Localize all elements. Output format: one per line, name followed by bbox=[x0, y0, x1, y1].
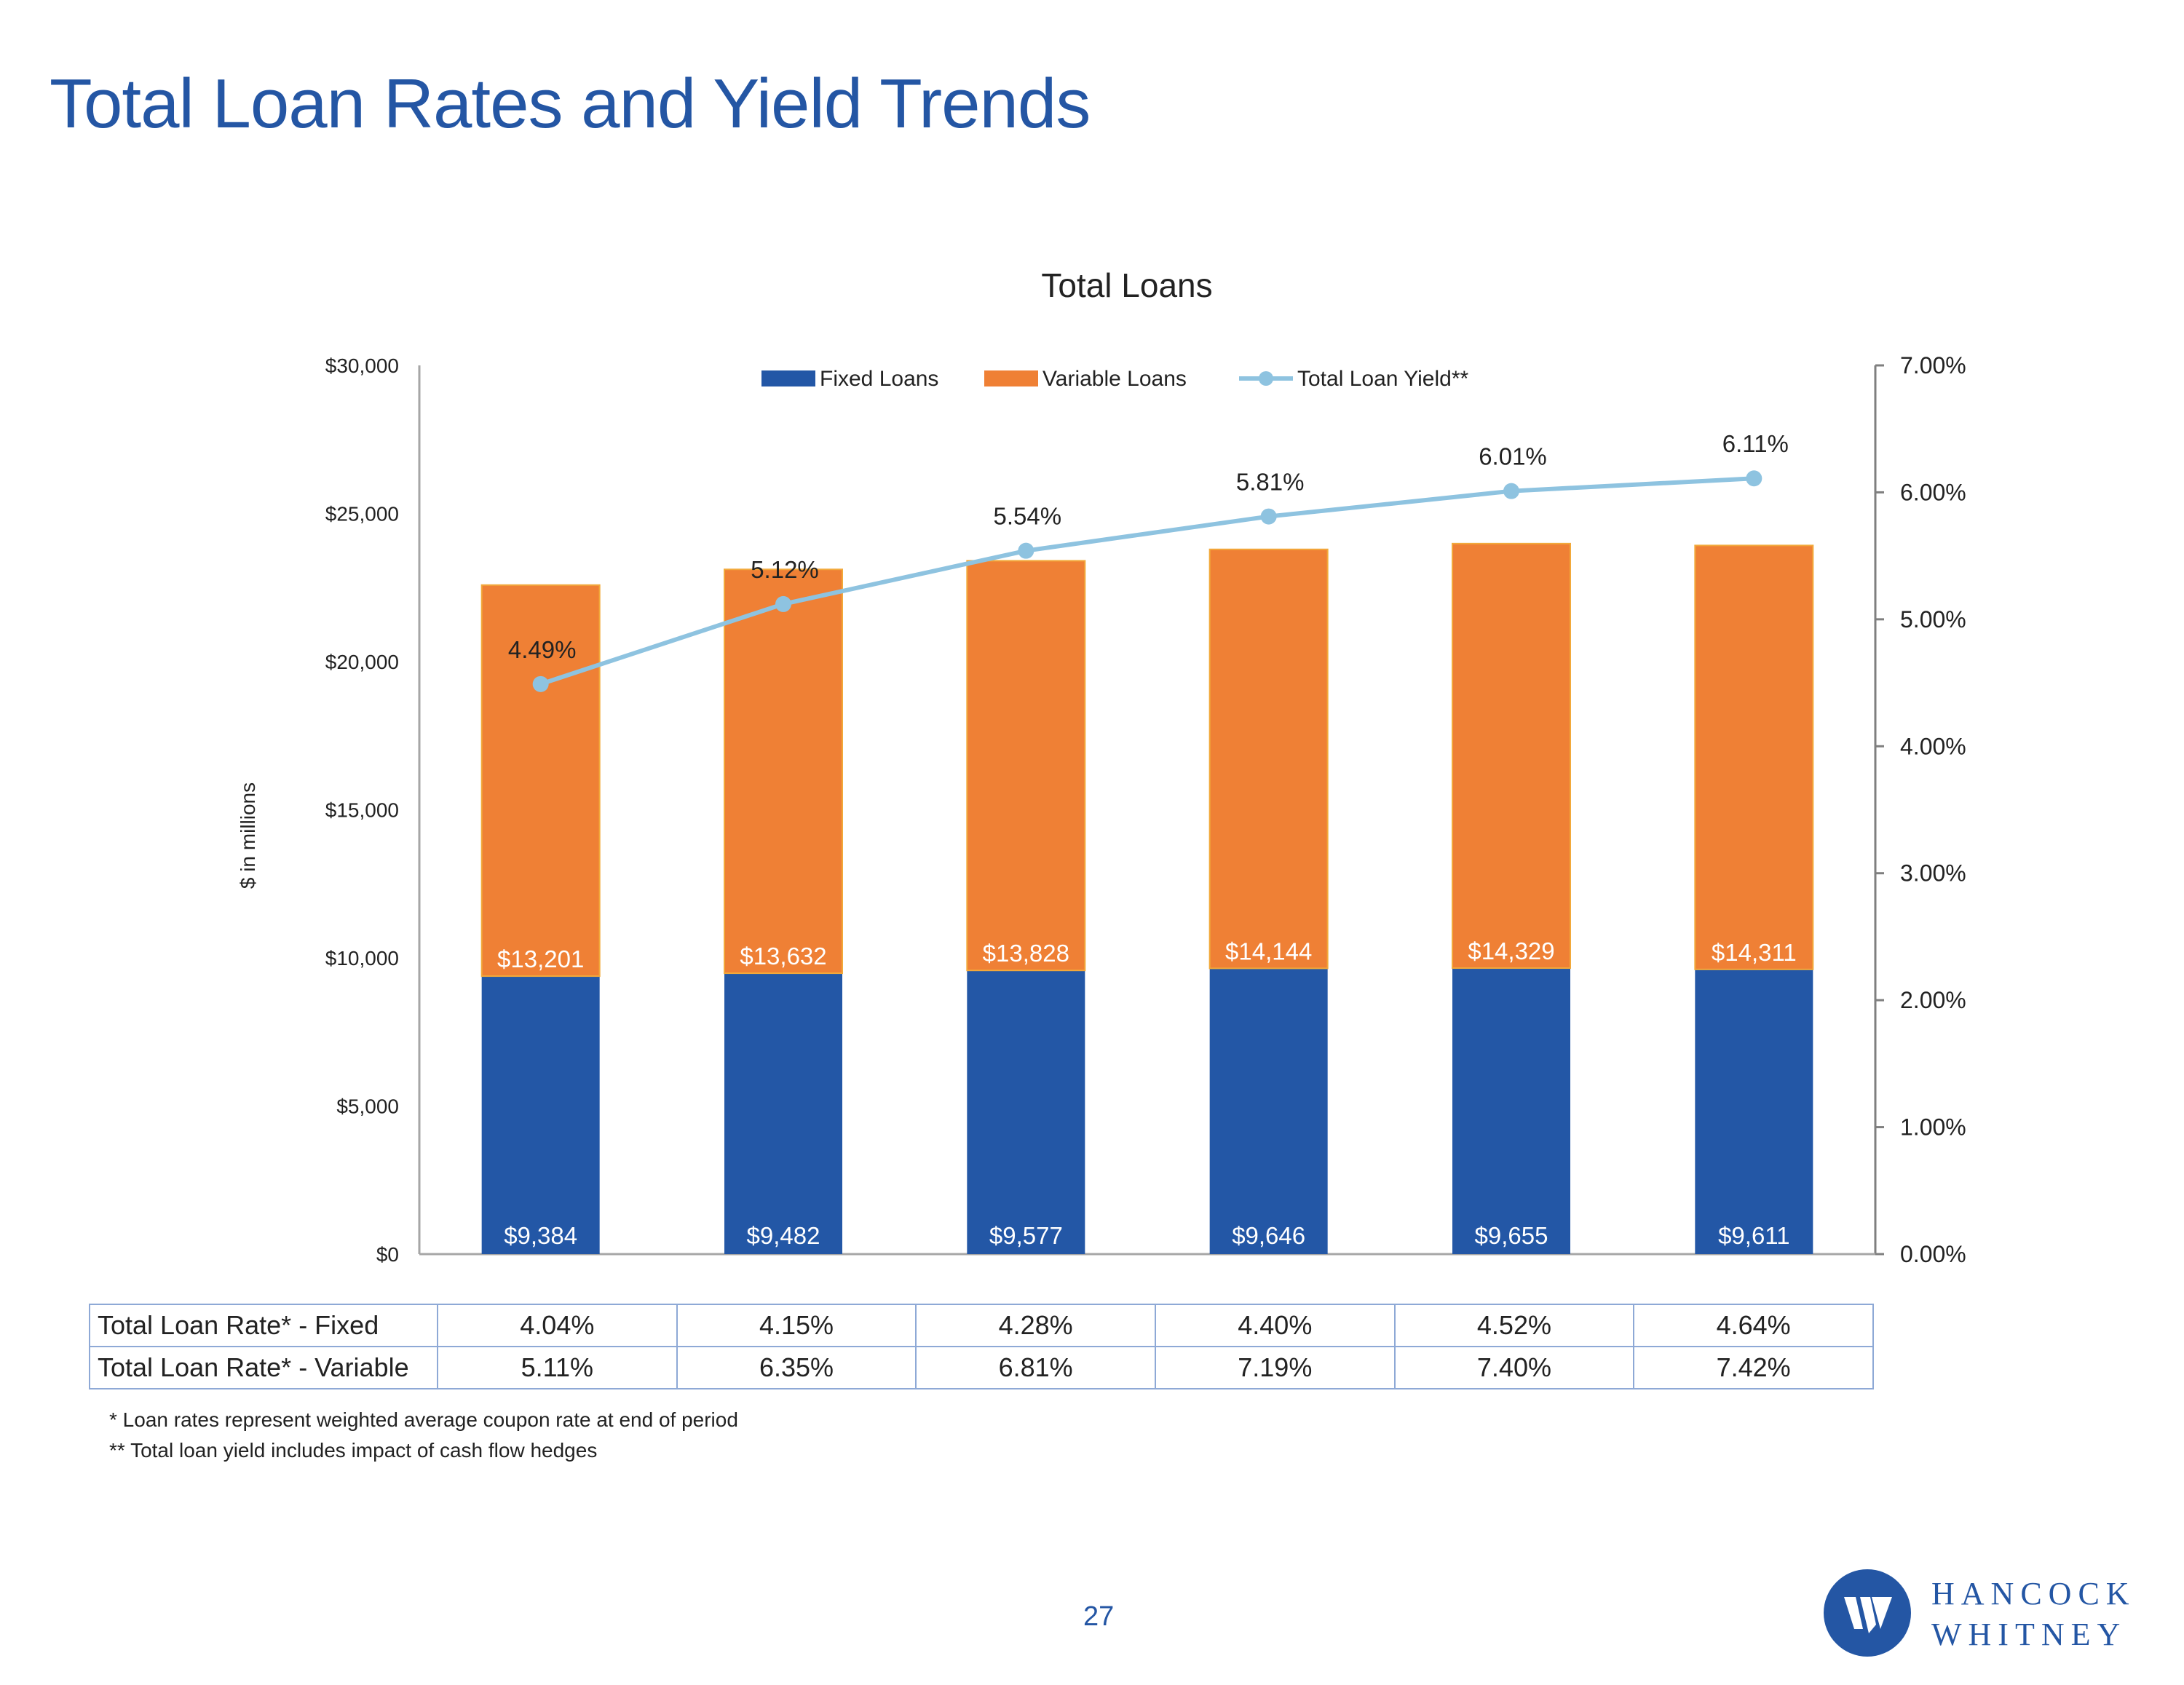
point-total-loan-yield bbox=[1018, 542, 1034, 559]
table-row: Total Loan Rate* - Variable 5.11% 6.35% … bbox=[89, 1346, 1874, 1389]
x-tick-label: 1Q23 bbox=[1001, 1278, 1051, 1281]
hancock-whitney-emblem-icon bbox=[1824, 1569, 1911, 1657]
x-tick-label: 4Q22 bbox=[759, 1278, 809, 1281]
data-label-fixed: $9,482 bbox=[747, 1222, 820, 1249]
data-label-fixed: $9,577 bbox=[989, 1222, 1063, 1249]
row-label-variable: Total Loan Rate* - Variable bbox=[89, 1346, 438, 1389]
bar-fixed-loans bbox=[1452, 968, 1570, 1254]
data-label-fixed: $9,611 bbox=[1718, 1222, 1789, 1249]
y-axis-label: $ in millions bbox=[237, 782, 259, 889]
y2-tick-label: 6.00% bbox=[1900, 479, 1966, 505]
footnote-loan-yield: ** Total loan yield includes impact of c… bbox=[109, 1439, 598, 1462]
data-label-yield: 5.54% bbox=[994, 503, 1062, 530]
legend-label-yield: Total Loan Yield** bbox=[1297, 367, 1469, 391]
legend-label-fixed: Fixed Loans bbox=[820, 367, 938, 391]
data-label-fixed: $9,384 bbox=[504, 1222, 577, 1249]
table-cell: 7.40% bbox=[1393, 1346, 1635, 1389]
data-label-variable: $14,311 bbox=[1712, 939, 1797, 966]
page-number: 27 bbox=[1083, 1601, 1115, 1632]
table-cell: 6.35% bbox=[676, 1346, 917, 1389]
point-total-loan-yield bbox=[1503, 483, 1519, 499]
y2-tick-label: 2.00% bbox=[1900, 987, 1966, 1013]
bar-fixed-loans bbox=[967, 970, 1085, 1254]
total-loans-chart: Total Loans $0 $5,000 $10,000 $15,000 $20,000… bbox=[237, 266, 1966, 1281]
table-cell: 5.11% bbox=[437, 1346, 678, 1389]
y-tick-label: $30,000 bbox=[325, 354, 399, 377]
logo-line-2: WHITNEY bbox=[1931, 1617, 2127, 1652]
point-total-loan-yield bbox=[1746, 470, 1762, 487]
bar-variable-loans bbox=[1452, 542, 1571, 970]
data-label-yield: 6.01% bbox=[1479, 443, 1547, 470]
bar-fixed-loans bbox=[1209, 968, 1328, 1254]
page-title: Total Loan Rates and Yield Trends bbox=[50, 65, 1091, 143]
y-tick-label: $10,000 bbox=[325, 947, 399, 970]
table-cell: 4.15% bbox=[676, 1304, 917, 1347]
bar-variable-loans bbox=[724, 568, 843, 975]
y-tick-label: $20,000 bbox=[325, 651, 399, 673]
data-label-variable: $13,201 bbox=[497, 945, 584, 972]
table-cell: 7.42% bbox=[1633, 1346, 1874, 1389]
line-total-loan-yield bbox=[539, 476, 1754, 686]
bar-variable-loans bbox=[480, 584, 601, 978]
legend-label-variable: Variable Loans bbox=[1042, 367, 1187, 391]
data-label-variable: $13,828 bbox=[983, 940, 1069, 967]
legend-swatch-variable bbox=[984, 370, 1038, 386]
table-cell: 4.28% bbox=[915, 1304, 1156, 1347]
x-tick-label: 4Q23 bbox=[1729, 1278, 1779, 1281]
table-cell: 6.81% bbox=[915, 1346, 1156, 1389]
data-label-yield: 5.12% bbox=[751, 556, 819, 583]
table-cell: 4.40% bbox=[1154, 1304, 1396, 1347]
data-label-yield: 6.11% bbox=[1722, 430, 1789, 457]
y-tick-label: $25,000 bbox=[325, 503, 399, 526]
data-label-yield: 4.49% bbox=[508, 636, 577, 663]
logo-text: HANCOCK WHITNEY bbox=[1931, 1574, 2136, 1655]
y2-tick-label: 1.00% bbox=[1900, 1114, 1966, 1141]
y2-tick-label: 5.00% bbox=[1900, 606, 1966, 633]
bar-variable-loans bbox=[1694, 544, 1814, 970]
point-total-loan-yield bbox=[532, 675, 549, 692]
x-tick-label: 3Q22 bbox=[515, 1278, 566, 1281]
data-label-yield: 5.81% bbox=[1236, 469, 1305, 496]
point-total-loan-yield bbox=[775, 595, 791, 612]
bar-variable-loans bbox=[1208, 548, 1329, 970]
table-cell: 4.64% bbox=[1633, 1304, 1874, 1347]
y-tick-label: $0 bbox=[376, 1243, 399, 1266]
bar-fixed-loans bbox=[1695, 969, 1813, 1254]
chart-title: Total Loans bbox=[1041, 266, 1212, 304]
bar-variable-loans bbox=[966, 560, 1086, 972]
y2-tick-label: 0.00% bbox=[1900, 1241, 1966, 1267]
y-tick-label: $5,000 bbox=[336, 1095, 399, 1118]
y-tick-label: $15,000 bbox=[325, 799, 399, 822]
data-label-variable: $14,329 bbox=[1468, 937, 1554, 964]
x-tick-label: 3Q23 bbox=[1487, 1278, 1537, 1281]
x-tick-label: 2Q23 bbox=[1243, 1278, 1294, 1281]
row-label-fixed: Total Loan Rate* - Fixed bbox=[89, 1304, 438, 1347]
table-row: Total Loan Rate* - Fixed 4.04% 4.15% 4.2… bbox=[89, 1304, 1874, 1347]
point-total-loan-yield bbox=[1260, 508, 1277, 525]
hancock-whitney-logo: HANCOCK WHITNEY bbox=[1822, 1566, 2129, 1661]
data-label-variable: $13,632 bbox=[740, 943, 826, 970]
data-label-fixed: $9,655 bbox=[1475, 1222, 1548, 1249]
table-cell: 4.52% bbox=[1393, 1304, 1635, 1347]
table-cell: 7.19% bbox=[1154, 1346, 1396, 1389]
y2-tick-label: 3.00% bbox=[1900, 860, 1966, 887]
footnote-loan-rates: * Loan rates represent weighted average … bbox=[109, 1408, 738, 1431]
legend-swatch-fixed bbox=[761, 370, 815, 386]
data-label-variable: $14,144 bbox=[1225, 937, 1312, 964]
legend-swatch-yield-marker bbox=[1259, 371, 1273, 386]
y2-tick-label: 7.00% bbox=[1900, 352, 1966, 378]
loan-rate-table: Total Loan Rate* - Fixed 4.04% 4.15% 4.2… bbox=[89, 1304, 1874, 1389]
y2-tick-label: 4.00% bbox=[1900, 733, 1966, 759]
bar-fixed-loans bbox=[481, 976, 600, 1254]
bar-fixed-loans bbox=[724, 973, 842, 1254]
table-cell: 4.04% bbox=[437, 1304, 678, 1347]
data-label-fixed: $9,646 bbox=[1232, 1222, 1305, 1249]
footnotes: * Loan rates represent weighted average … bbox=[109, 1405, 738, 1466]
logo-line-1: HANCOCK bbox=[1931, 1576, 2136, 1611]
